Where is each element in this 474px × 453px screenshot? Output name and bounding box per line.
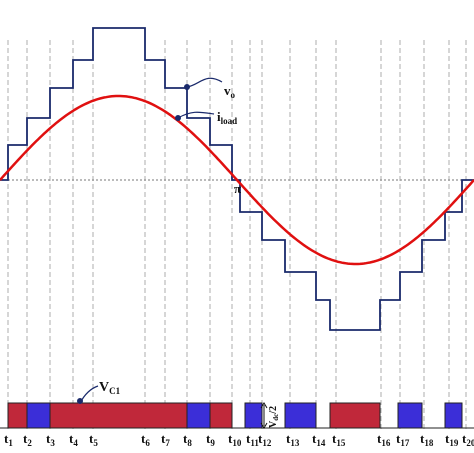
time-label: t9: [206, 431, 215, 448]
bar-segment: [444, 402, 463, 429]
time-main: t: [377, 431, 382, 446]
time-sub: 13: [290, 438, 300, 448]
iload-label: iload: [217, 109, 237, 126]
pi-label: π: [234, 181, 241, 196]
time-sub: 16: [381, 438, 391, 448]
time-sub: 8: [187, 438, 192, 448]
time-main: t: [206, 431, 211, 446]
time-main: t: [141, 431, 146, 446]
time-main: t: [69, 431, 74, 446]
time-label: t19: [445, 431, 459, 448]
time-labels: t1 t2 t3 t4 t5 t6 t7 t8 t9 t10 t11 t12 t13 t14 t15 t16 t…: [4, 431, 474, 448]
time-sub: 17: [400, 438, 410, 448]
bar-segment: [209, 402, 233, 429]
time-label: t18: [420, 431, 434, 448]
time-sub: 3: [50, 438, 55, 448]
time-label: t3: [46, 431, 55, 448]
time-sub: 12: [262, 438, 272, 448]
time-main: t: [23, 431, 28, 446]
time-label: t5: [89, 431, 98, 448]
vdc-main: V: [268, 420, 279, 428]
time-main: t: [246, 431, 251, 446]
time-sub: 19: [449, 438, 459, 448]
vc1-sub: C1: [109, 386, 120, 396]
time-label: t4: [69, 431, 78, 448]
time-main: t: [161, 431, 166, 446]
iload-dot: [175, 115, 181, 121]
iload-pointer: [177, 111, 215, 119]
vo-main: v: [224, 83, 231, 98]
bar-segment: [244, 402, 263, 429]
time-label: t16: [377, 431, 391, 448]
load-current-sine: [0, 94, 474, 266]
time-label: t8: [183, 431, 192, 448]
time-main: t: [228, 431, 233, 446]
vdc-sub: dc: [272, 414, 280, 421]
time-label: t1: [4, 431, 13, 448]
vo-sub: o: [231, 90, 236, 100]
vo-dot: [184, 84, 190, 90]
time-label: t15: [332, 431, 346, 448]
time-sub: 18: [424, 438, 434, 448]
vc1-label: VC1: [99, 380, 121, 396]
time-sub: 5: [93, 438, 98, 448]
time-main: t: [312, 431, 317, 446]
time-main: t: [4, 431, 9, 446]
bar-segment: [329, 402, 381, 429]
bar-segment: [49, 402, 188, 429]
time-sub: 15: [336, 438, 346, 448]
time-sub: 20: [466, 438, 474, 448]
bar-segment: [7, 402, 28, 429]
time-main: t: [183, 431, 188, 446]
time-label: t6: [141, 431, 150, 448]
time-sub: 11: [250, 438, 259, 448]
time-sub: 14: [316, 438, 326, 448]
time-label: t14: [312, 431, 326, 448]
time-sub: 4: [73, 438, 78, 448]
time-main: t: [89, 431, 94, 446]
bar-segment: [26, 402, 51, 429]
time-label: t12: [258, 431, 272, 448]
time-label: t20: [462, 431, 474, 448]
bar-segment: [397, 402, 423, 429]
vo-label: vo: [224, 83, 236, 100]
cell-bars: [7, 402, 463, 429]
time-main: t: [258, 431, 263, 446]
time-sub: 9: [210, 438, 215, 448]
time-main: t: [396, 431, 401, 446]
time-main: t: [420, 431, 425, 446]
vdc-arrowheads: [260, 402, 268, 429]
vo-pointer: [186, 77, 223, 88]
time-label: t2: [23, 431, 32, 448]
vdc-tail: /2: [268, 406, 279, 415]
time-label: t10: [228, 431, 242, 448]
vc1-main: V: [99, 380, 109, 395]
time-main: t: [286, 431, 291, 446]
vdc-label: Vdc/2: [268, 406, 280, 428]
bar-segment: [284, 402, 317, 429]
bar-segment: [186, 402, 211, 429]
time-label: t13: [286, 431, 300, 448]
vc1-dot: [77, 398, 83, 404]
time-sub: 6: [145, 438, 150, 448]
time-sub: 10: [232, 438, 242, 448]
time-main: t: [462, 431, 467, 446]
time-label: t7: [161, 431, 170, 448]
time-main: t: [332, 431, 337, 446]
time-sub: 7: [165, 438, 170, 448]
time-label: t17: [396, 431, 410, 448]
time-main: t: [46, 431, 51, 446]
iload-sub: load: [221, 116, 238, 126]
time-sub: 2: [27, 438, 32, 448]
time-sub: 1: [8, 438, 13, 448]
iload-main: i: [217, 109, 221, 124]
time-label: t11: [246, 431, 259, 448]
time-main: t: [445, 431, 450, 446]
